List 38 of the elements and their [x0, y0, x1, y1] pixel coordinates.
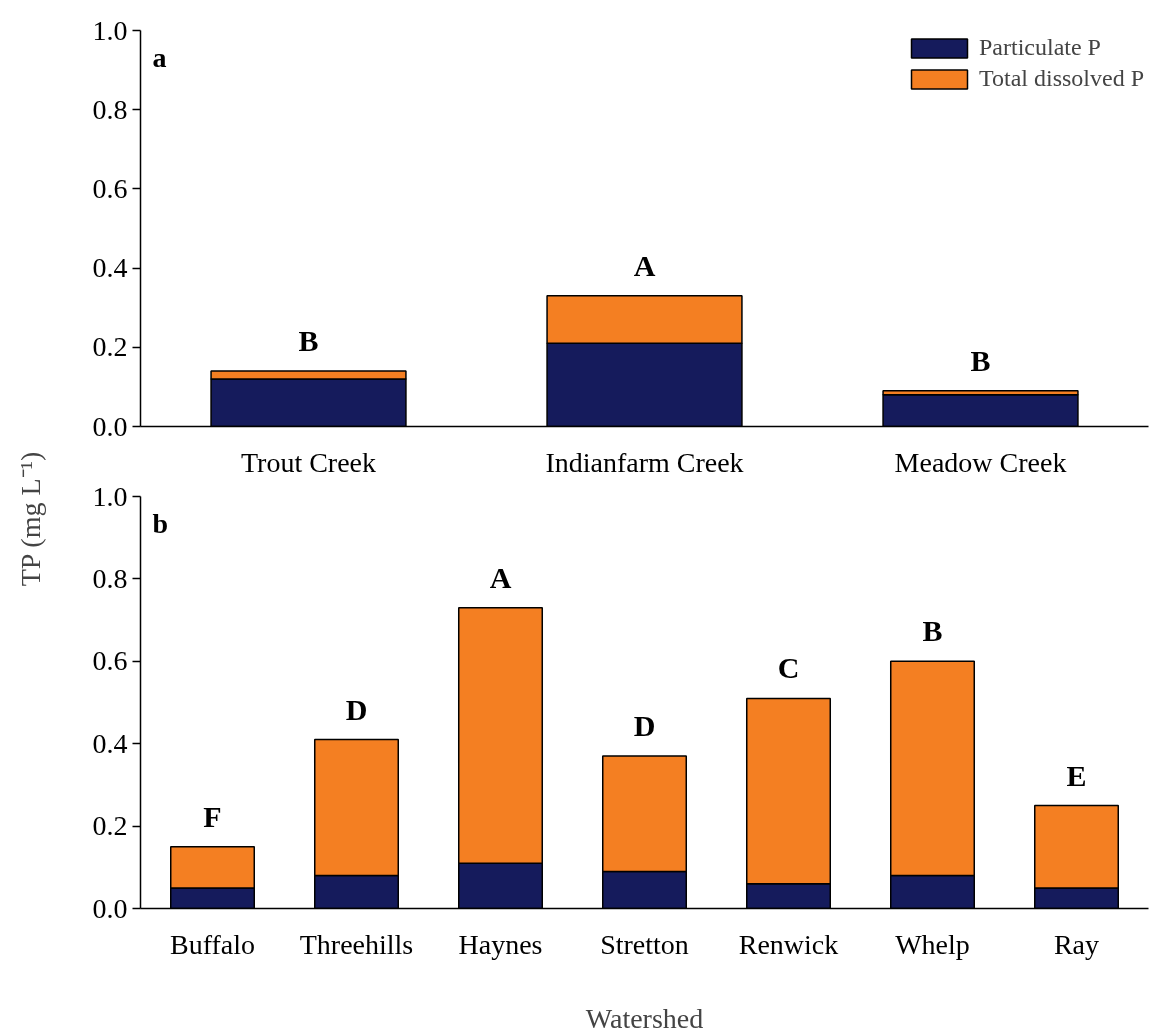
x-tick-label: Renwick: [738, 928, 839, 960]
x-tick-label: Indianfarm Creek: [545, 446, 744, 478]
annotation: a: [152, 41, 167, 73]
y-tick-label: 0.4: [92, 252, 128, 284]
x-tick-label: Trout Creek: [240, 446, 377, 478]
y-tick-label: 0.0: [92, 410, 128, 442]
y-tick-label: 0.8: [92, 562, 128, 594]
y-tick-label: 0.8: [92, 93, 128, 125]
y-tick-label: 0.6: [92, 645, 128, 677]
legend-label: Total dissolved P: [979, 65, 1144, 92]
annotation: A: [489, 560, 512, 594]
legend-label: Particulate P: [979, 34, 1101, 61]
y-tick-label: 0.6: [92, 172, 128, 204]
x-tick-label: Threehills: [299, 928, 414, 960]
annotation: F: [203, 799, 222, 833]
x-tick-label: Ray: [1053, 928, 1100, 960]
x-tick-label: Meadow Creek: [894, 446, 1067, 478]
x-tick-label: Buffalo: [169, 928, 256, 960]
y-axis-title: TP (mg L⁻¹): [15, 451, 46, 587]
annotation: D: [633, 709, 656, 743]
annotation: B: [970, 343, 991, 377]
x-tick-label: Haynes: [458, 928, 543, 960]
annotation: B: [922, 614, 943, 648]
annotation: B: [298, 324, 319, 358]
annotation: A: [633, 248, 656, 282]
y-tick-label: 0.2: [92, 810, 128, 842]
annotation: C: [777, 651, 800, 685]
annotation: D: [345, 692, 368, 726]
x-tick-label: Stretton: [600, 928, 689, 960]
y-tick-label: 1.0: [92, 14, 128, 46]
annotation: E: [1066, 758, 1087, 792]
y-tick-label: 0.4: [92, 727, 128, 759]
x-axis-title: Watershed: [585, 1002, 704, 1034]
y-tick-label: 1.0: [92, 480, 128, 512]
y-tick-label: 0.2: [92, 331, 128, 363]
y-tick-label: 0.0: [92, 892, 128, 924]
annotation: b: [152, 507, 169, 539]
x-tick-label: Whelp: [895, 928, 970, 960]
